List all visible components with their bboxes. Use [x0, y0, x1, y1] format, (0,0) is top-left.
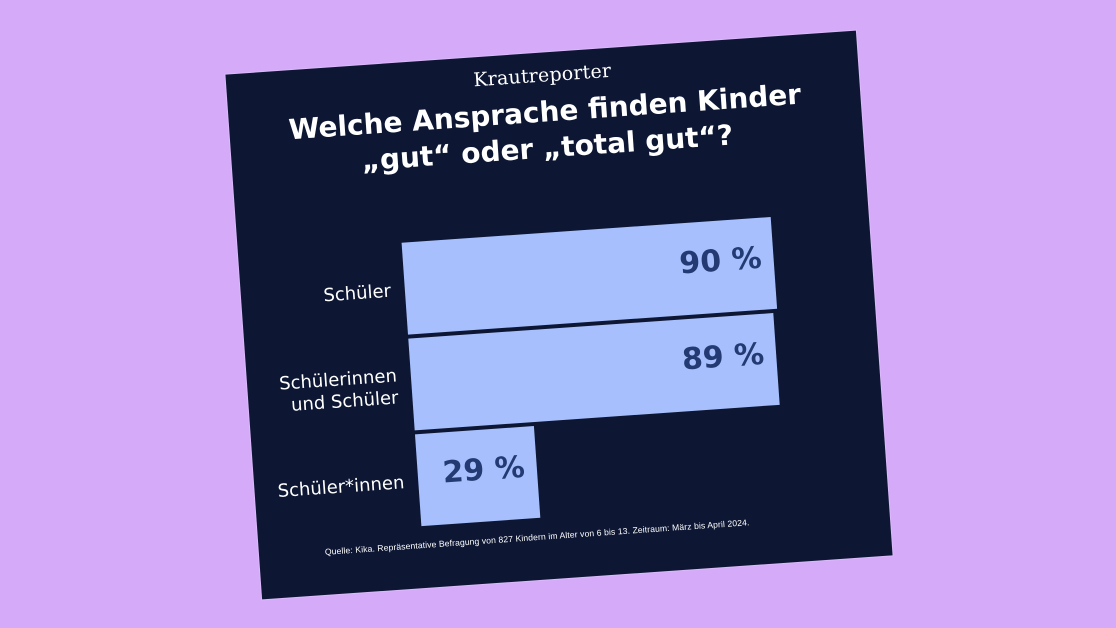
category-label-1-line-1: Schüler: [323, 281, 393, 307]
bar-1: [401, 216, 778, 335]
bar-value-label-3: 29 %: [441, 450, 526, 491]
bar-value-label-1: 90 %: [678, 241, 763, 282]
bar-3: [414, 426, 541, 527]
bar-2: [408, 313, 780, 431]
bar-value-label-2: 89 %: [681, 337, 766, 378]
infographic-card: Krautreporter Welche Ansprache finden Ki…: [225, 30, 893, 600]
category-label-3-line-1: Schüler*innen: [277, 472, 405, 502]
